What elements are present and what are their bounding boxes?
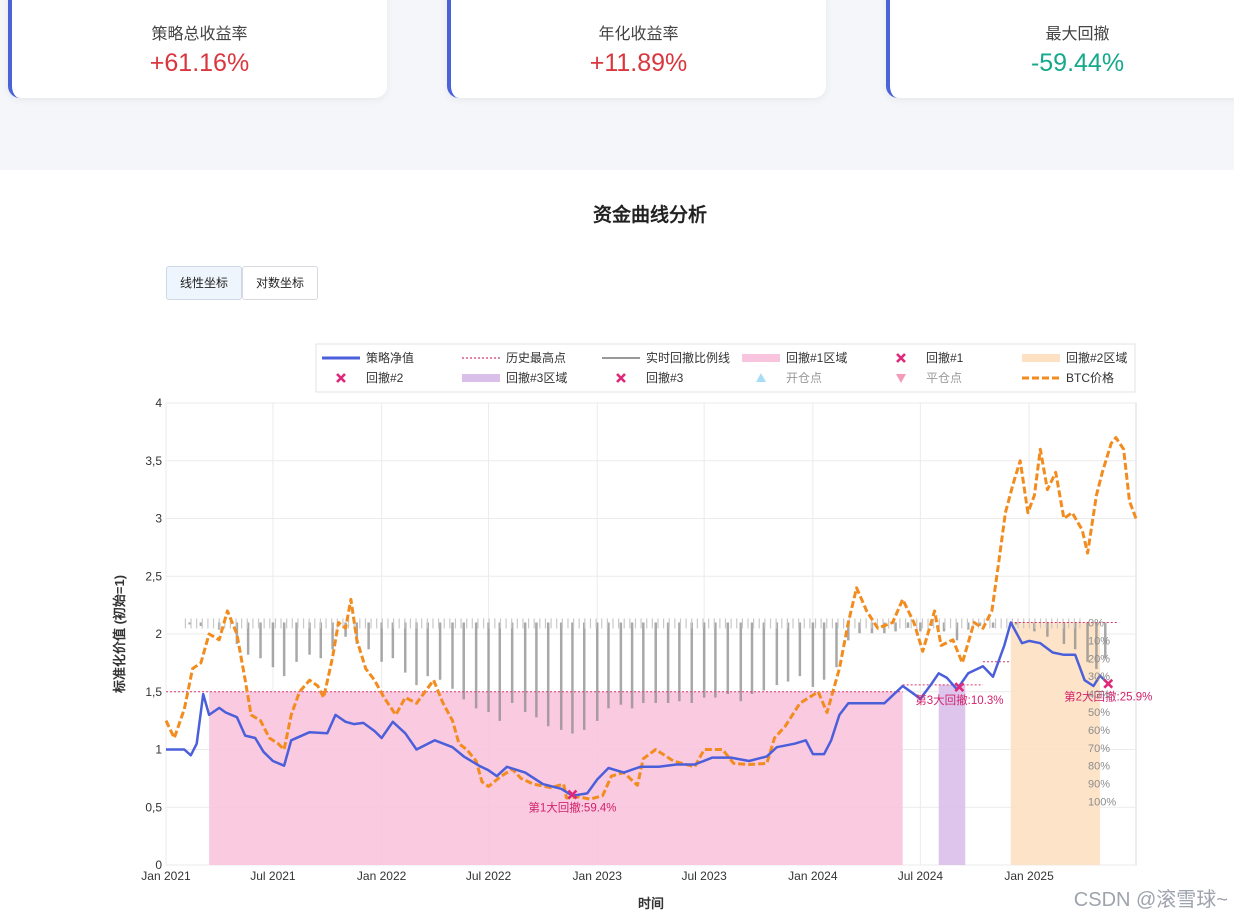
y-tick-label: 0 [155, 858, 162, 872]
y-tick-label: 3,5 [145, 454, 162, 468]
legend-label: 回撤#2区域 [1066, 350, 1127, 365]
strategy-nav-line [166, 621, 1110, 797]
drawdown-axis-label: 20% [1088, 653, 1110, 665]
y-tick-label: 0,5 [145, 800, 162, 814]
drawdown-region [209, 691, 903, 865]
drawdown-axis-label: 40% [1088, 689, 1110, 701]
drawdown-label: 第1大回撤:59.4% [528, 801, 616, 815]
drawdown-axis-label: 0% [1088, 617, 1104, 629]
legend-label: 历史最高点 [506, 350, 566, 365]
drawdown-axis-label: 70% [1088, 743, 1110, 755]
plot-area: 第1大回撤:59.4% 第2大回撤:25.9% 第3大回撤:10.3% 0% 10% 2… [164, 402, 1152, 866]
legend-label: 回撤#2 [366, 370, 404, 385]
legend-swatch [1022, 354, 1060, 362]
x-tick-label: Jul 2024 [898, 869, 944, 883]
legend-triangle-up-icon [756, 373, 766, 382]
btc-price-line [164, 436, 1138, 801]
x-tick-label: Jan 2025 [1004, 869, 1054, 883]
x-tick-label: Jul 2023 [681, 869, 727, 883]
metric-value: +11.89% [589, 49, 688, 77]
legend-label: BTC价格 [1066, 370, 1114, 385]
x-tick-label: Jan 2021 [141, 869, 191, 883]
x-tick-label: Jul 2021 [250, 869, 296, 883]
drawdown-axis-label: 100% [1088, 796, 1116, 808]
x-tick-label: Jan 2024 [788, 869, 838, 883]
metrics-strip: 策略总收益率 +61.16% 年化收益率 +11.89% 最大回撤 -59.44… [0, 0, 1234, 170]
x-tick-label: Jul 2022 [466, 869, 512, 883]
log-scale-button[interactable]: 对数坐标 [242, 266, 318, 300]
legend-box [315, 343, 1136, 393]
metric-label: 策略总收益率 [151, 26, 248, 43]
legend-label: 策略净值 [366, 350, 414, 365]
legend-x-icon [616, 373, 626, 383]
y-tick-label: 3 [155, 512, 162, 526]
drawdown-marker-icon [1103, 678, 1114, 689]
legend-label: 回撤#3区域 [506, 370, 567, 385]
legend-x-icon [896, 353, 906, 363]
legend-swatch [742, 354, 780, 362]
drawdown-label: 第3大回撤:10.3% [915, 693, 1003, 707]
y-tick-label: 2,5 [145, 569, 162, 583]
legend-label: 回撤#1 [926, 350, 964, 365]
legend-label: 开仓点 [786, 371, 822, 385]
legend-label: 回撤#1区域 [786, 350, 847, 365]
x-tick-label: Jan 2023 [573, 869, 623, 883]
drawdown-marker-icon [954, 682, 965, 693]
y-axis-title: 标准化价值 (初始=1) [112, 575, 127, 694]
x-tick-label: Jan 2022 [357, 869, 407, 883]
legend-label: 实时回撤比例线 [646, 350, 730, 365]
drawdown-region [938, 684, 966, 865]
drawdown-axis-label: 60% [1088, 725, 1110, 737]
metric-card-total-return: 策略总收益率 +61.16% [8, 0, 387, 98]
metric-card-max-drawdown: 最大回撤 -59.44% [886, 0, 1234, 98]
watermark: CSDN @滚雪球~ [1073, 889, 1228, 911]
metric-label: 最大回撤 [1045, 26, 1110, 43]
drawdown-axis-label: 80% [1088, 761, 1110, 773]
drawdown-axis-label: 50% [1088, 707, 1110, 719]
drawdown-label: 第2大回撤:25.9% [1064, 690, 1152, 704]
drawdown-axis-label: 90% [1088, 779, 1110, 791]
legend-swatch [462, 374, 500, 382]
y-tick-label: 2 [155, 627, 162, 641]
y-tick-label: 1,5 [145, 685, 162, 699]
metric-value: +61.16% [149, 49, 250, 77]
y-tick-label: 1 [155, 743, 162, 757]
x-axis-title: 时间 [638, 896, 664, 911]
metric-value: -59.44% [1030, 49, 1125, 77]
legend-triangle-down-icon [896, 374, 906, 383]
drawdown-region [1010, 622, 1100, 865]
y-tick-label: 4 [155, 396, 162, 410]
legend-label: 平仓点 [926, 371, 962, 385]
linear-scale-button[interactable]: 线性坐标 [166, 266, 242, 300]
drawdown-axis-label: 10% [1088, 635, 1110, 647]
legend-x-icon [336, 373, 346, 383]
drawdown-marker-icon [567, 789, 578, 800]
drawdown-axis-label: 30% [1088, 671, 1110, 683]
metric-label: 年化收益率 [598, 26, 679, 43]
section-title: 资金曲线分析 [592, 205, 707, 226]
legend-label: 回撤#3 [646, 370, 684, 385]
metric-card-annual-return: 年化收益率 +11.89% [447, 0, 826, 98]
